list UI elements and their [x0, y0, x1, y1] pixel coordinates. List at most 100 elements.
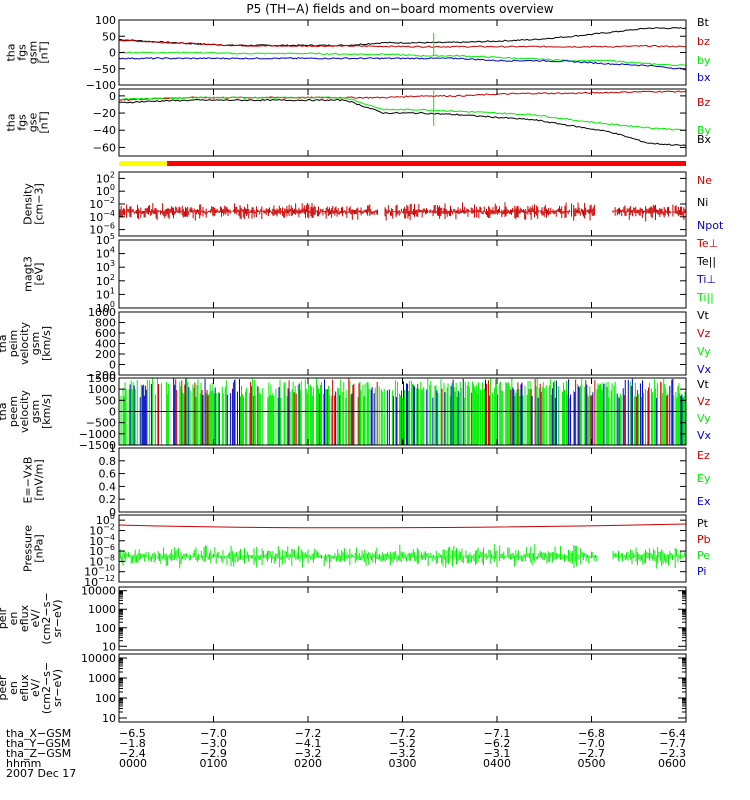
xaxis-value: 0000 [119, 757, 147, 770]
ytick-label: 10−4 [89, 209, 115, 224]
legend-by: by [697, 54, 711, 67]
xaxis-value: −6.8 [578, 727, 605, 740]
panel-evxb: 10.80.60.40.20 E=−VxB[mV/m] Ez Ey Ex [22, 442, 711, 519]
legend-Bt: Bt [697, 16, 710, 29]
ylabel-line: velocity [18, 322, 31, 365]
ylabel-line: gsm [29, 332, 42, 355]
xaxis-value: −3.0 [200, 737, 227, 750]
xaxis-value: −7.2 [295, 727, 322, 740]
xaxis-value: −3.2 [389, 747, 416, 760]
series-bz [118, 39, 687, 48]
legend-Pi: Pi [697, 565, 706, 578]
legend-Bx: Bx [697, 133, 712, 146]
legend-Ex: Ex [697, 495, 711, 508]
ytick-label: 101 [96, 286, 115, 301]
series-Pt [118, 523, 687, 529]
ytick-label: 0.6 [99, 468, 117, 481]
ylabel-line: E=−VxB [22, 457, 35, 504]
date-label: 2007 Dec 17 [6, 767, 76, 780]
ylabel-line: [cm−3] [33, 183, 46, 225]
ytick-label: 1000 [88, 306, 116, 319]
series-By [118, 96, 687, 131]
ytick-label: 0 [109, 90, 116, 103]
xaxis-value: −7.0 [578, 737, 605, 750]
legend-Pt: Pt [697, 517, 709, 530]
ylabel-line: tha [5, 43, 18, 61]
ytick-label: 50 [102, 30, 116, 43]
ytick-label: 0.4 [99, 480, 117, 493]
ylabel-line: tha [0, 334, 9, 352]
ytick-label: 1000 [88, 672, 116, 685]
xaxis-value: 0100 [200, 757, 228, 770]
ytick-label: 1000 [88, 603, 116, 616]
ylabel-line: fgs [16, 114, 29, 131]
xaxis-value: 0300 [389, 757, 417, 770]
ytick-label: 100 [96, 512, 115, 527]
legend-Ti||: Ti|| [696, 291, 714, 304]
xaxis-value: −7.7 [659, 737, 686, 750]
ytick-label: −60 [93, 141, 116, 154]
ytick-label: −1000 [79, 428, 116, 441]
ytick-label: 105 [96, 232, 115, 247]
xaxis-value: −2.3 [659, 747, 686, 760]
ytick-label: 104 [96, 246, 115, 261]
ylabel-line: Pressure [22, 525, 35, 572]
legend-Ni: Ni [697, 196, 708, 209]
ylabel-line: tha [5, 113, 18, 131]
ylabel-line: magt3 [22, 256, 35, 292]
ylabel-line: fgs [16, 44, 29, 61]
ylabel-line: eflux [18, 604, 31, 632]
legend-Vx: Vx [697, 363, 712, 376]
ytick-label: 10000 [81, 585, 116, 598]
legend-Vt: Vt [697, 378, 710, 391]
ylabel-line: tha [0, 402, 9, 420]
status-bar-yellow [119, 161, 167, 166]
xaxis-value: 0400 [483, 757, 511, 770]
ytick-label: −20 [93, 107, 116, 120]
xaxis-value: −4.1 [295, 737, 322, 750]
ytick-label: −1500 [79, 439, 116, 452]
ylabel-line: eflux [18, 674, 31, 702]
legend-bz: bz [697, 35, 710, 48]
series-Bx [118, 98, 687, 147]
ytick-label: 0 [109, 47, 116, 60]
ytick-label: 0 [109, 406, 116, 419]
xaxis-row-label: hhmm [6, 757, 41, 770]
ytick-label: 0 [109, 506, 116, 519]
ylabel-line: eV/ [29, 679, 42, 697]
ylabel: Pressure[nPa] [22, 525, 46, 572]
ylabel-line: en [7, 612, 20, 626]
ytick-label: −500 [86, 417, 116, 430]
ytick-label: −40 [93, 124, 116, 137]
legend-Bz: Bz [697, 96, 711, 109]
xaxis-value: −6.2 [484, 737, 511, 750]
x-axis-labels: tha_X−GSM −6.5 −7.0 −7.2 −7.2 −7.1 −6.8 −6.4 tha… [6, 727, 686, 780]
panel-peir: 10000 1000 100 10 thapeirenefluxeV/(cm2−s−sr… [0, 585, 687, 653]
legend-Ti⊥: Ti⊥ [696, 273, 716, 286]
xaxis-row-label: tha_Y−GSM [6, 737, 70, 750]
ylabel-line: gsm [29, 400, 42, 423]
legend-By: By [697, 124, 712, 137]
ytick-label: 10 [102, 640, 116, 653]
ytick-label: 10−4 [89, 533, 115, 548]
xaxis-value: 0600 [658, 757, 686, 770]
panel-peer: 10000 1000 100 10 thapeerenefluxeV/(cm2−s−sr… [0, 652, 687, 725]
ytick-label: 1500 [88, 372, 116, 385]
legend-Te||: Te|| [696, 255, 716, 268]
ylabel-line: peir [0, 607, 9, 629]
ytick-label: 800 [95, 317, 116, 330]
legend-Vt: Vt [697, 309, 710, 322]
ytick-label: 10−6 [89, 222, 115, 237]
ytick-label: −100 [86, 79, 116, 92]
xaxis-value: −2.4 [119, 747, 146, 760]
panel-fgs-gsm: 100 50 0 −50 −100 thafgsgsm[nT] Bt bz by bx [5, 14, 711, 92]
ytick-label: 100 [95, 622, 116, 635]
ylabel-line: gse [27, 113, 40, 133]
ylabel-line: (cm2−s− [40, 592, 53, 644]
ylabel-line: peer [0, 675, 9, 701]
ytick-label: 10−6 [89, 543, 115, 558]
ytick-label: 10 [102, 712, 116, 725]
